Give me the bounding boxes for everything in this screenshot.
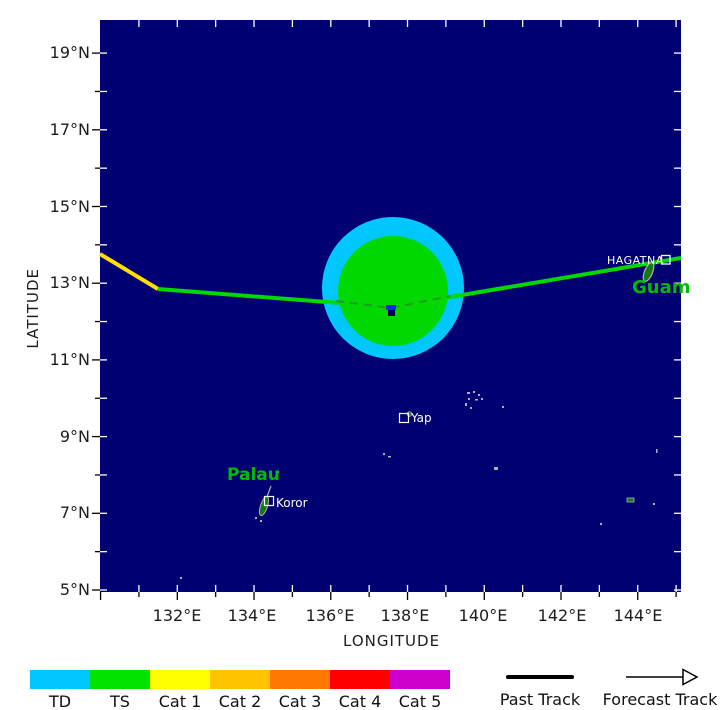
label-palau: Palau xyxy=(227,465,280,485)
label-yap: Yap xyxy=(411,411,432,425)
island-speck-group xyxy=(180,449,658,579)
island-speck-kayangel xyxy=(277,471,279,473)
label-koror: Koror xyxy=(276,496,308,510)
storm-marker-dark-square xyxy=(388,310,395,316)
y-axis-title: LATITUDE xyxy=(24,268,42,349)
lat-tick-19n: 19°N xyxy=(49,43,90,62)
lat-tick-15n: 15°N xyxy=(49,197,90,216)
legend-label-cat1: Cat 1 xyxy=(158,692,202,710)
label-guam: Guam xyxy=(632,277,691,298)
lat-tick-17n: 17°N xyxy=(49,120,90,139)
label-hagatna: HAGATNA xyxy=(607,254,664,267)
legend-label-cat2: Cat 2 xyxy=(218,692,262,710)
colorbar-cat5 xyxy=(390,670,450,689)
island-speck-green-se xyxy=(626,497,635,503)
lon-tick-136e: 136°E xyxy=(305,606,355,625)
tick-marks xyxy=(92,20,681,600)
lon-tick-138e: 138°E xyxy=(380,606,430,625)
island-guam xyxy=(642,262,655,282)
colorbar-cat1 xyxy=(150,670,210,689)
past-track-label: Past Track xyxy=(499,690,581,709)
colorbar-cat3 xyxy=(270,670,330,689)
map-plot xyxy=(92,20,682,600)
x-axis-title: LONGITUDE xyxy=(343,632,441,650)
storm-marker-blue-bar xyxy=(386,305,396,310)
colorbar-td xyxy=(30,670,90,689)
forecast-track-arrowhead-icon xyxy=(682,668,699,686)
island-palau-speck-2 xyxy=(260,520,262,522)
lat-tick-11n: 11°N xyxy=(49,350,90,369)
storm-center-marker xyxy=(386,305,396,316)
legend-label-ts: TS xyxy=(110,692,130,710)
legend-label-cat5: Cat 5 xyxy=(398,692,442,710)
koror-place-marker xyxy=(263,495,275,507)
lon-tick-140e: 140°E xyxy=(458,606,508,625)
island-palau-speck-1 xyxy=(255,517,257,519)
colorbar-cat2 xyxy=(210,670,270,689)
wind-radius-inner-circle xyxy=(338,236,448,346)
hagatna-place-marker xyxy=(660,254,671,265)
island-atoll-cluster xyxy=(465,391,504,409)
track-style-legend xyxy=(506,668,699,686)
legend-label-cat3: Cat 3 xyxy=(278,692,322,710)
legend-label-cat4: Cat 4 xyxy=(338,692,382,710)
lat-tick-9n: 9°N xyxy=(59,427,90,446)
colorbar-cat4 xyxy=(330,670,390,689)
lat-tick-7n: 7°N xyxy=(59,503,90,522)
lon-tick-134e: 134°E xyxy=(227,606,277,625)
legend-label-td: TD xyxy=(48,692,72,710)
yap-place-marker xyxy=(398,412,410,424)
intensity-colorbar xyxy=(30,670,450,689)
lat-tick-13n: 13°N xyxy=(49,273,90,292)
lat-tick-5n: 5°N xyxy=(59,580,90,599)
past-track-cat1-segment xyxy=(98,252,160,291)
lon-tick-142e: 142°E xyxy=(537,606,587,625)
track-dashed-overlay xyxy=(335,295,451,310)
forecast-track-label: Forecast Track xyxy=(602,690,718,709)
colorbar-ts xyxy=(90,670,150,689)
lon-tick-132e: 132°E xyxy=(152,606,202,625)
island-group xyxy=(180,254,671,579)
lon-tick-144e: 144°E xyxy=(613,606,663,625)
